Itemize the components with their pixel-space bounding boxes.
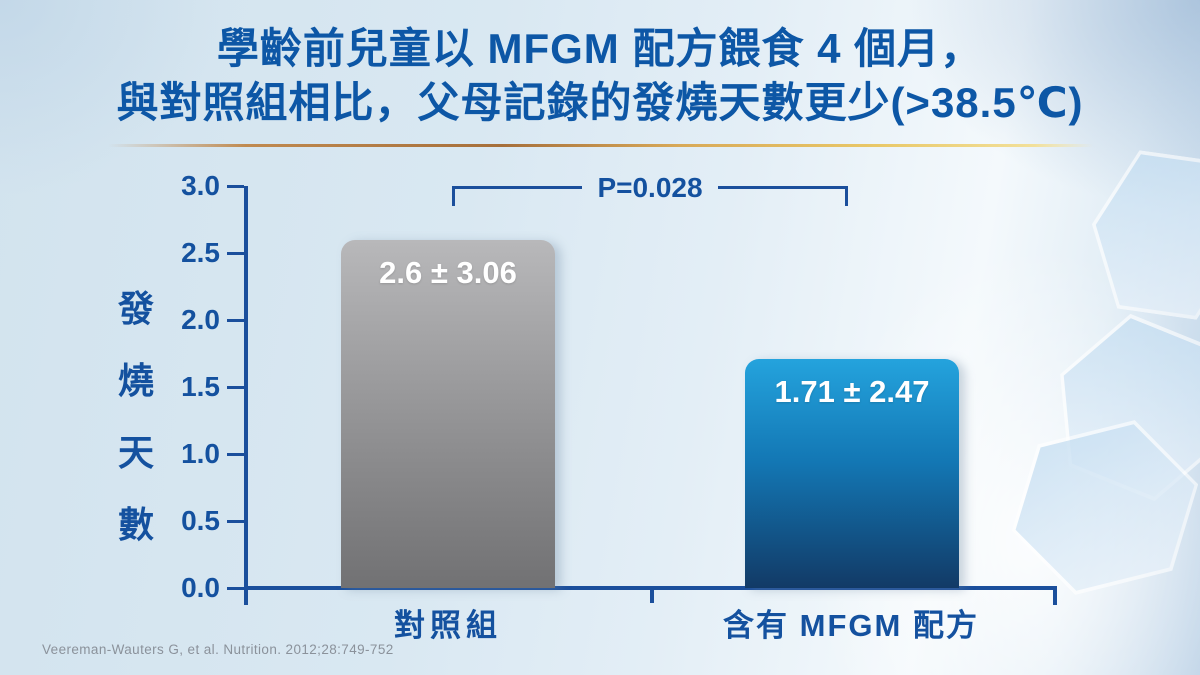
- y-tick: [227, 520, 244, 523]
- y-axis-title-char: 天: [118, 432, 155, 473]
- y-tick-label: 1.5: [181, 371, 220, 402]
- bracket-line-right: [718, 186, 848, 189]
- y-tick: [227, 252, 244, 255]
- y-tick: [227, 319, 244, 322]
- x-category-control: 對照組: [394, 608, 502, 643]
- y-axis-line: [244, 186, 248, 590]
- chart-title-line1: 學齡前兒童以 MFGM 配方餵食 4 個月，: [216, 25, 984, 72]
- bar-control-group: 2.6 ± 3.06: [341, 240, 555, 588]
- bracket-end-left: [452, 186, 455, 206]
- x-axis-tick: [1053, 586, 1057, 605]
- y-tick-label: 2.0: [181, 304, 220, 335]
- y-tick-label: 1.0: [181, 438, 220, 469]
- gold-divider-line: [108, 144, 1093, 147]
- y-axis-title-char: 發: [118, 288, 155, 329]
- y-tick: [227, 386, 244, 389]
- chart-title: 學齡前兒童以 MFGM 配方餵食 4 個月， 與對照組相比，父母記錄的發燒天數更…: [0, 22, 1200, 130]
- x-category-mfgm: 含有 MFGM 配方: [723, 608, 979, 643]
- y-tick: [227, 185, 244, 188]
- bar-value-label: 2.6 ± 3.06: [379, 255, 517, 290]
- y-tick-label: 0.0: [181, 572, 220, 603]
- y-tick-label: 2.5: [181, 237, 220, 268]
- citation-text: Veereman-Wauters G, et al. Nutrition. 20…: [42, 642, 394, 657]
- bracket-line-left: [452, 186, 582, 189]
- bar-value-label: 1.71 ± 2.47: [774, 374, 930, 409]
- y-axis-title-char: 數: [118, 504, 155, 545]
- y-tick-label: 3.0: [181, 170, 220, 201]
- bracket-end-right: [845, 186, 848, 206]
- bar-mfgm-group: 1.71 ± 2.47: [745, 359, 959, 588]
- significance-bracket: P=0.028: [452, 172, 848, 206]
- y-tick: [227, 587, 244, 590]
- x-axis-tick: [244, 586, 248, 605]
- chart-title-line2: 與對照組相比，父母記錄的發燒天數更少(>38.5℃): [116, 78, 1084, 126]
- p-value-label: P=0.028: [597, 172, 703, 203]
- hexagon-decoration: [988, 403, 1200, 611]
- y-tick-label: 0.5: [181, 505, 220, 536]
- y-axis-title: 發 燒 天 數: [118, 280, 154, 548]
- y-axis-title-char: 燒: [118, 360, 155, 401]
- x-axis-tick: [650, 586, 654, 603]
- y-tick: [227, 453, 244, 456]
